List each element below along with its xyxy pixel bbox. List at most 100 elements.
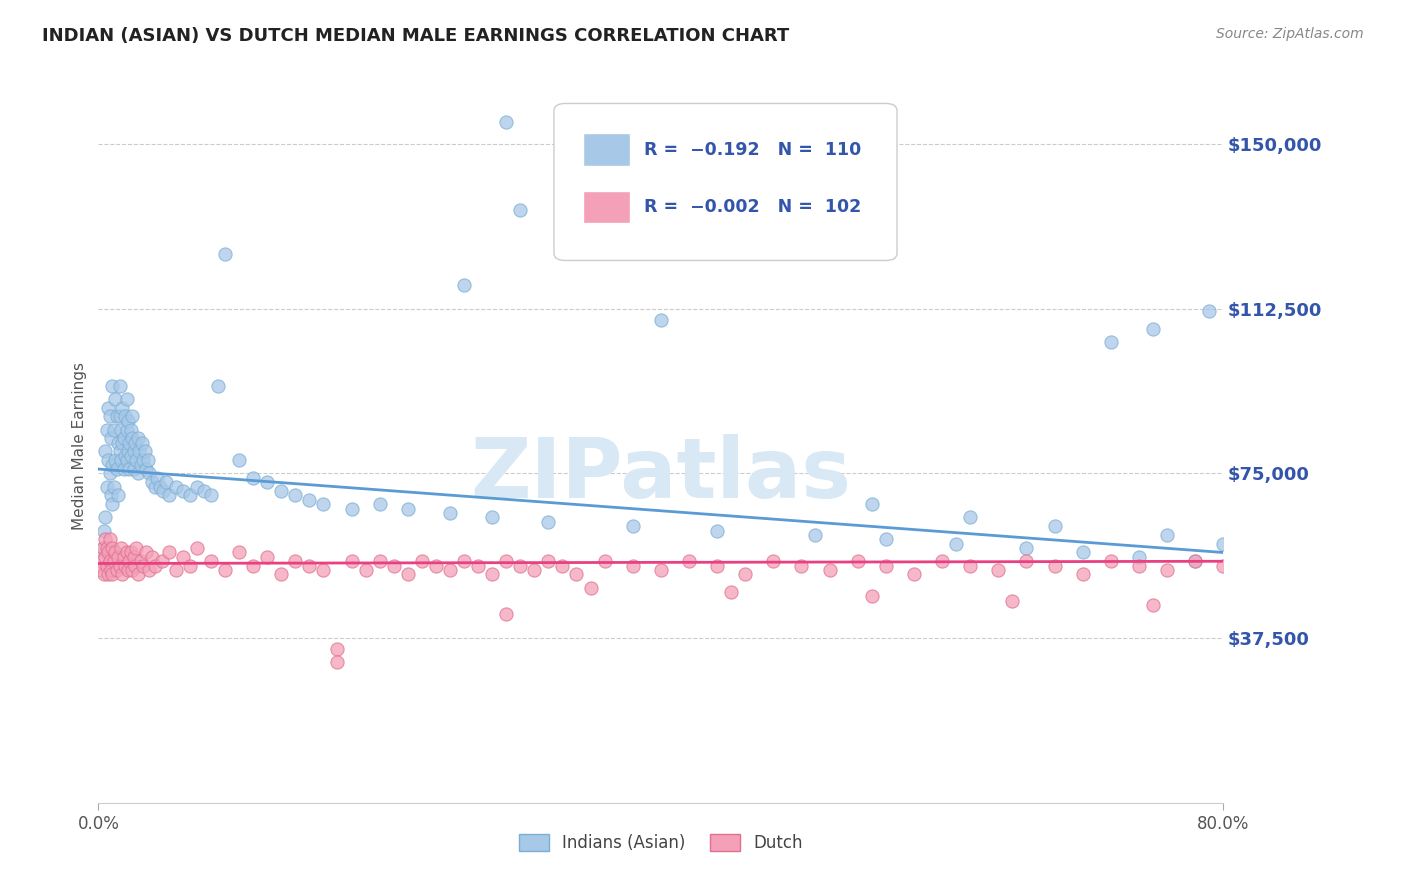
Point [326, 655, 349, 669]
Point [115, 453, 138, 467]
Point [439, 563, 461, 577]
Text: R =  −0.002   N =  102: R = −0.002 N = 102 [644, 198, 862, 216]
Point [124, 558, 146, 573]
Point [104, 545, 127, 559]
Point [132, 558, 155, 573]
Point [103, 480, 125, 494]
Point [1156, 563, 1178, 577]
FancyBboxPatch shape [583, 191, 630, 223]
Point [256, 549, 278, 564]
Point [207, 378, 229, 392]
Point [1015, 541, 1038, 555]
Point [579, 581, 602, 595]
Point [110, 541, 132, 555]
Point [111, 401, 134, 415]
Point [875, 558, 897, 573]
Point [270, 483, 292, 498]
Point [132, 453, 155, 467]
Point [368, 554, 391, 568]
Point [125, 541, 148, 555]
FancyBboxPatch shape [583, 134, 630, 166]
Point [112, 431, 135, 445]
Point [114, 558, 136, 573]
Point [1043, 519, 1066, 533]
Point [959, 510, 981, 524]
Y-axis label: Median Male Earnings: Median Male Earnings [72, 362, 87, 530]
Point [1212, 558, 1234, 573]
Point [214, 563, 236, 577]
Point [193, 483, 215, 498]
Point [127, 431, 149, 445]
Point [678, 554, 700, 568]
Point [111, 567, 134, 582]
Point [107, 435, 129, 450]
Point [1099, 554, 1122, 568]
Point [298, 492, 321, 507]
Point [551, 234, 574, 248]
Point [650, 312, 672, 326]
Point [94, 444, 117, 458]
Point [1184, 554, 1206, 568]
Point [270, 567, 292, 582]
FancyBboxPatch shape [554, 103, 897, 260]
Point [101, 378, 124, 392]
Point [96, 480, 118, 494]
Point [903, 567, 925, 582]
Point [129, 554, 152, 568]
Point [97, 545, 120, 559]
Point [103, 423, 125, 437]
Point [284, 554, 307, 568]
Point [103, 554, 125, 568]
Point [100, 488, 122, 502]
Point [481, 510, 503, 524]
Point [706, 524, 728, 538]
Point [228, 453, 250, 467]
Point [959, 558, 981, 573]
Text: INDIAN (ASIAN) VS DUTCH MEDIAN MALE EARNINGS CORRELATION CHART: INDIAN (ASIAN) VS DUTCH MEDIAN MALE EARN… [42, 27, 789, 45]
Point [101, 497, 124, 511]
Point [136, 453, 159, 467]
Text: R =  −0.192   N =  110: R = −0.192 N = 110 [644, 141, 862, 159]
Point [125, 453, 148, 467]
Point [1071, 545, 1094, 559]
Point [107, 549, 129, 564]
Point [105, 409, 128, 424]
Point [112, 462, 135, 476]
Point [790, 558, 813, 573]
Point [312, 497, 335, 511]
Point [931, 554, 953, 568]
Point [108, 378, 131, 392]
Point [650, 563, 672, 577]
Point [98, 467, 121, 481]
Point [94, 510, 117, 524]
Point [110, 453, 132, 467]
Point [107, 488, 129, 502]
Point [122, 549, 145, 564]
Point [149, 480, 172, 494]
Point [91, 541, 114, 555]
Point [537, 515, 560, 529]
Point [1184, 554, 1206, 568]
Point [94, 533, 117, 547]
Point [495, 607, 517, 621]
Point [127, 567, 149, 582]
Point [101, 458, 124, 472]
Point [382, 558, 405, 573]
Point [179, 488, 201, 502]
Point [104, 392, 127, 406]
Point [860, 497, 883, 511]
Point [141, 549, 163, 564]
Point [98, 409, 121, 424]
Point [1156, 528, 1178, 542]
Point [284, 488, 307, 502]
Point [565, 567, 588, 582]
Point [186, 541, 208, 555]
Point [91, 541, 114, 555]
Point [115, 392, 138, 406]
Point [242, 471, 264, 485]
Point [200, 554, 222, 568]
Point [987, 563, 1010, 577]
Point [214, 247, 236, 261]
Point [124, 435, 146, 450]
Point [118, 554, 141, 568]
